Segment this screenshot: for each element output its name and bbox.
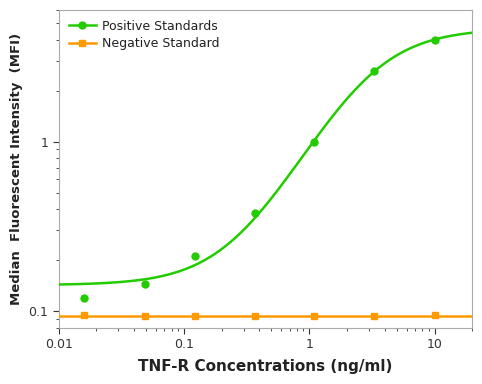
- X-axis label: TNF-R Concentrations (ng/ml): TNF-R Concentrations (ng/ml): [138, 359, 393, 374]
- Legend: Positive Standards, Negative Standard: Positive Standards, Negative Standard: [65, 16, 224, 54]
- Y-axis label: Median  Fluorescent Intensity  (MFI): Median Fluorescent Intensity (MFI): [10, 33, 23, 305]
